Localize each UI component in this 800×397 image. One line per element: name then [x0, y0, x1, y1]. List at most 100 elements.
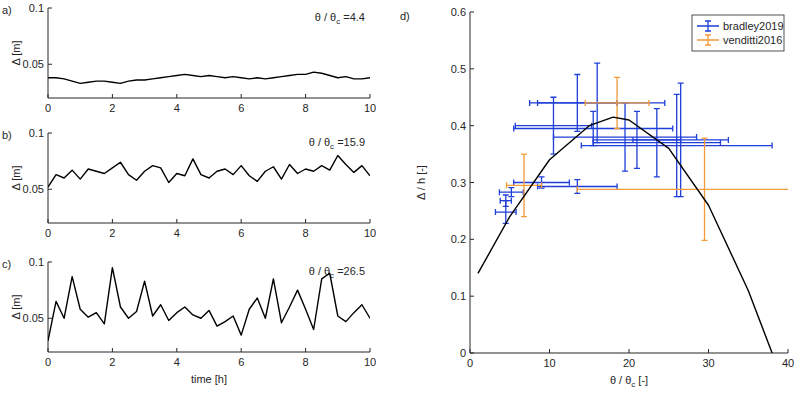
x-tick — [305, 94, 306, 98]
x-tick-label: 4 — [174, 227, 180, 239]
x-tick — [48, 94, 49, 98]
y-tick — [470, 353, 474, 354]
y-tick-label: 0.3 — [451, 177, 466, 189]
plot-area — [478, 63, 788, 353]
error-bar — [593, 109, 720, 177]
x-tick — [708, 349, 709, 353]
y-tick — [48, 262, 52, 263]
y-tick-label: 0.1 — [29, 2, 44, 14]
x-tick-label: 6 — [238, 102, 244, 114]
x-tick-label: 8 — [303, 227, 309, 239]
annotation-part: =15.9 — [334, 136, 365, 148]
x-axis-label: time [h] — [191, 373, 227, 385]
panel: 01020304000.10.20.30.40.50.6d)Δ / h [-]θ… — [400, 6, 800, 389]
x-tick — [176, 94, 177, 98]
error-bar — [581, 94, 772, 196]
x-tick-label: 0 — [45, 227, 51, 239]
x-tick — [112, 348, 113, 352]
panel-label: c) — [2, 258, 11, 270]
y-tick — [470, 125, 474, 126]
x-tick-label: 10 — [364, 102, 376, 114]
x-tick-label: 2 — [109, 356, 115, 368]
error-bar — [585, 77, 649, 128]
x-tick-label: 8 — [303, 356, 309, 368]
y-tick-label: 0.05 — [23, 312, 44, 324]
x-tick — [176, 348, 177, 352]
panel-label: d) — [400, 10, 410, 22]
panel-label: b) — [2, 129, 12, 141]
legend-label: venditti2016 — [723, 34, 782, 46]
x-tick — [370, 348, 371, 352]
x-tick — [241, 94, 242, 98]
x-tick-label: 2 — [109, 227, 115, 239]
legend-swatch — [697, 35, 719, 45]
x-tick — [470, 349, 471, 353]
x-tick-label: 4 — [174, 356, 180, 368]
x-tick — [176, 219, 177, 223]
x-tick-label: 8 — [303, 102, 309, 114]
annotation: θ / θc =15.9 — [309, 136, 365, 151]
x-tick — [112, 219, 113, 223]
x-tick-label: 0 — [45, 102, 51, 114]
x-axis-label-part: θ / θ — [610, 374, 631, 386]
x-tick-label: 10 — [364, 227, 376, 239]
y-tick-label: 0.05 — [23, 58, 44, 70]
x-tick — [629, 349, 630, 353]
y-tick — [470, 68, 474, 69]
y-axis-label: Δ [m] — [10, 40, 22, 65]
x-tick-label: 0 — [467, 357, 473, 369]
panel-label: a) — [2, 4, 12, 16]
y-tick — [470, 12, 474, 13]
series-line — [48, 268, 370, 341]
panel: 02468100.050.1b)Δ [m]θ / θc =15.9 — [2, 127, 376, 239]
x-axis — [48, 352, 370, 353]
figure: 0 2 4 6 8 10 0.05 0.1 a) Δ [m] θ / θc =4.4 0 2 4 6 8 10 0… — [0, 0, 800, 397]
x-axis-label-part: [-] — [635, 374, 648, 386]
x-tick-label: 30 — [702, 357, 714, 369]
y-axis-label: Δ [m] — [10, 165, 22, 190]
series-line — [48, 72, 370, 83]
x-error-bar — [515, 123, 591, 129]
y-tick-label: 0.4 — [451, 120, 466, 132]
x-axis — [48, 98, 370, 99]
y-tick-label: 0.05 — [23, 183, 44, 195]
error-bar — [515, 97, 591, 154]
x-tick — [241, 348, 242, 352]
plot-area — [48, 156, 370, 188]
x-tick — [112, 94, 113, 98]
x-error-bar — [633, 137, 728, 143]
x-tick — [48, 348, 49, 352]
x-tick-label: 6 — [238, 356, 244, 368]
error-bar — [507, 154, 542, 217]
x-error-bar — [507, 182, 542, 188]
y-tick-label: 0 — [460, 347, 466, 359]
x-error-bar — [514, 126, 673, 132]
legend-swatch — [697, 21, 719, 31]
y-tick-label: 0.6 — [451, 6, 466, 18]
y-tick-label: 0.1 — [451, 290, 466, 302]
x-tick — [48, 219, 49, 223]
y-axis — [48, 8, 49, 98]
annotation: θ / θc =4.4 — [315, 11, 365, 26]
plot-area — [48, 72, 370, 83]
y-tick — [48, 133, 52, 134]
x-error-bar — [499, 189, 523, 195]
x-tick — [305, 348, 306, 352]
y-tick — [48, 8, 52, 9]
x-tick — [370, 94, 371, 98]
annotation-part: θ / θ — [309, 136, 330, 148]
x-tick-label: 6 — [238, 227, 244, 239]
y-axis-label: Δ [m] — [10, 294, 22, 319]
y-tick-label: 0.2 — [451, 233, 466, 245]
x-error-bar — [530, 100, 665, 106]
x-axis-label: θ / θc [-] — [610, 374, 648, 389]
x-error-bar — [585, 100, 649, 106]
y-tick — [470, 239, 474, 240]
x-tick-label: 0 — [45, 356, 51, 368]
x-tick — [370, 219, 371, 223]
y-tick — [48, 189, 52, 190]
legend-box — [692, 15, 784, 51]
series-line — [48, 156, 370, 188]
legend-label: bradley2019 — [723, 20, 784, 32]
fit-curve — [478, 117, 772, 353]
